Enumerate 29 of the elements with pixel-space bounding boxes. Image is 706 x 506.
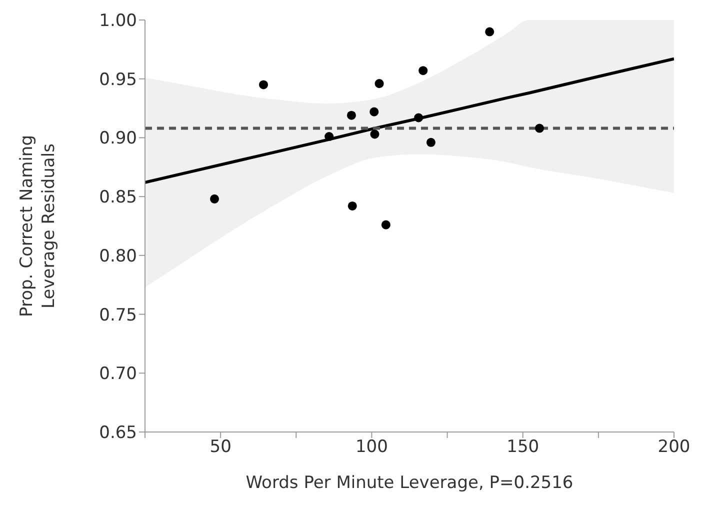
y-tick-label: 0.90	[99, 128, 137, 149]
point	[370, 107, 379, 116]
y-tick-label: 0.75	[99, 305, 137, 326]
point	[324, 132, 334, 142]
x-tick-label: 50	[210, 437, 232, 458]
y-tick-label: 1.00	[99, 11, 137, 32]
point	[414, 113, 424, 122]
point	[374, 79, 384, 88]
y-tick-label: 0.65	[99, 423, 137, 444]
point	[346, 110, 356, 120]
point	[210, 194, 220, 204]
x-tick-label: 150	[506, 437, 540, 458]
y-tick-label: 0.85	[99, 188, 137, 208]
point	[534, 124, 544, 133]
line-series	[145, 57, 674, 184]
point	[370, 130, 380, 139]
point	[426, 138, 436, 147]
point	[258, 80, 268, 90]
point	[418, 66, 428, 76]
y-axis-title: Prop. Correct Naming Leverage Residuals	[17, 134, 59, 318]
y-tick-label: 0.95	[99, 70, 137, 90]
x-tick-label: 200	[658, 437, 690, 458]
point	[381, 220, 390, 230]
y-tick-label: 0.70	[99, 364, 137, 384]
x-tick-label: 100	[355, 437, 388, 458]
point	[348, 201, 357, 210]
x-axis-title: Words Per Minute Leverage, P=0.2516	[246, 473, 574, 493]
y-tick-label: 0.80	[99, 246, 137, 266]
point	[485, 27, 494, 36]
